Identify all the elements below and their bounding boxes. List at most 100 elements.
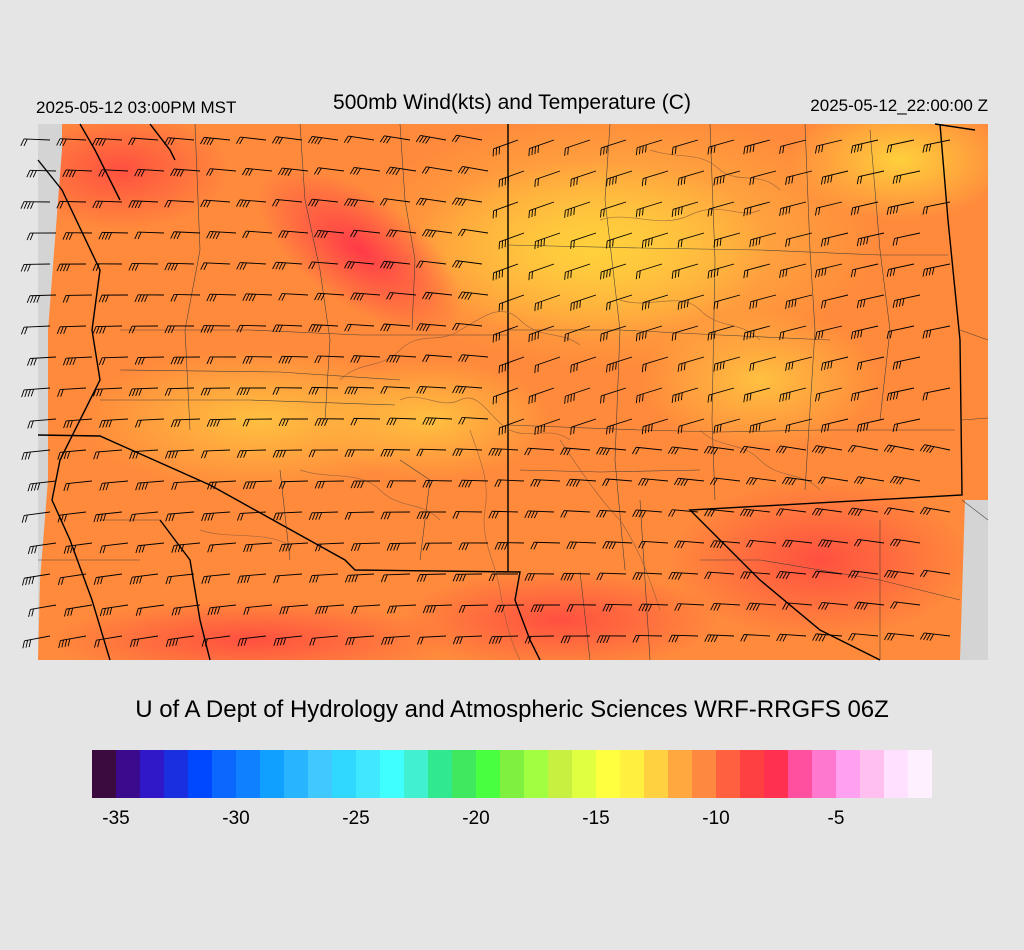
wind-barb xyxy=(380,573,411,583)
map-title: 500mb Wind(kts) and Temperature (C) xyxy=(333,91,691,114)
colorbar-swatch xyxy=(92,750,116,798)
wind-barb xyxy=(170,168,201,177)
wind-barb xyxy=(134,168,165,177)
wind-barb xyxy=(421,166,453,174)
wind-barb xyxy=(57,573,87,586)
wind-barb xyxy=(494,604,525,613)
wind-barb xyxy=(779,387,807,402)
wind-barb xyxy=(452,448,483,457)
wind-barb xyxy=(743,387,771,403)
wind-barb xyxy=(886,139,915,154)
wind-barb xyxy=(20,201,51,209)
wind-barb xyxy=(20,263,51,272)
wind-barb xyxy=(815,387,843,402)
wind-barb xyxy=(606,170,633,187)
wind-barb xyxy=(668,509,699,517)
wind-barb xyxy=(746,539,777,548)
wind-barb xyxy=(170,418,201,428)
colorbar-swatch xyxy=(692,750,716,798)
wind-barb xyxy=(164,262,195,271)
wind-barb xyxy=(713,232,741,248)
wind-barb xyxy=(380,511,411,520)
wind-barb xyxy=(498,170,525,188)
wind-barb xyxy=(422,542,453,551)
wind-barb xyxy=(530,604,561,613)
wind-barb xyxy=(743,263,771,279)
wind-barb xyxy=(638,603,669,612)
wind-barb xyxy=(886,325,915,340)
wind-barb xyxy=(308,261,339,270)
wind-barb xyxy=(206,230,237,240)
wind-barb xyxy=(641,418,669,435)
wind-barb xyxy=(92,263,123,271)
wind-barb xyxy=(93,449,123,460)
wind-barb xyxy=(134,418,165,428)
wind-barb xyxy=(98,294,129,303)
wind-barb xyxy=(63,480,93,492)
wind-barb xyxy=(856,418,885,433)
wind-barb xyxy=(62,294,93,303)
wind-barb xyxy=(385,166,417,176)
wind-barb xyxy=(164,387,195,396)
wind-barb xyxy=(671,201,699,217)
wind-barb xyxy=(632,635,663,643)
wind-barb xyxy=(560,572,591,581)
wind-barb xyxy=(344,511,375,520)
wind-barb xyxy=(892,170,921,184)
wind-barb xyxy=(309,573,339,583)
wind-barb xyxy=(457,291,489,300)
wind-barb xyxy=(820,356,849,371)
wind-barb xyxy=(749,170,777,186)
wind-barb xyxy=(566,478,597,487)
colorbar-swatch xyxy=(428,750,452,798)
wind-barb xyxy=(566,604,597,612)
wind-barb xyxy=(889,601,921,610)
wind-barb xyxy=(279,604,309,615)
colorbar-tick-label: -10 xyxy=(702,808,730,829)
wind-barb xyxy=(674,540,705,549)
wind-barb xyxy=(26,169,57,178)
wind-barb xyxy=(671,325,699,341)
wind-barb xyxy=(314,230,345,239)
wind-barb xyxy=(818,601,849,610)
colorbar-swatch xyxy=(764,750,788,798)
colorbar-swatch xyxy=(188,750,212,798)
wind-barb xyxy=(171,604,201,616)
wind-barb xyxy=(641,294,669,311)
wind-barb xyxy=(129,635,159,648)
wind-barb xyxy=(919,507,951,516)
wind-barb xyxy=(386,292,417,300)
wind-barb xyxy=(848,633,879,641)
wind-barb xyxy=(602,478,633,487)
wind-barb xyxy=(710,540,741,549)
wind-barb xyxy=(452,635,483,645)
wind-barb xyxy=(850,139,879,154)
wind-barb xyxy=(94,635,123,648)
wind-barb xyxy=(308,386,339,395)
wind-barb xyxy=(350,480,381,489)
wind-barb xyxy=(704,508,735,517)
wind-barb xyxy=(314,292,345,301)
wind-barb xyxy=(56,325,87,335)
wind-barb xyxy=(207,542,237,553)
wind-barb xyxy=(128,325,159,334)
wind-barb xyxy=(273,635,303,647)
wind-barb xyxy=(416,635,447,645)
wind-barb xyxy=(164,325,195,334)
wind-barb xyxy=(272,199,303,207)
wind-barb xyxy=(22,573,51,586)
wind-barb xyxy=(200,262,231,271)
wind-barb xyxy=(279,542,309,552)
wind-barb xyxy=(170,356,201,365)
wind-barb xyxy=(278,167,309,176)
colorbar-tick-label: -35 xyxy=(102,808,130,829)
wind-barb xyxy=(606,356,633,373)
wind-barb xyxy=(243,542,273,553)
wind-barb xyxy=(743,139,771,155)
wind-barb xyxy=(350,229,381,238)
wind-barb xyxy=(853,538,885,547)
wind-barb xyxy=(380,449,411,457)
colorbar-swatch xyxy=(284,750,308,798)
wind-barb xyxy=(922,325,951,339)
